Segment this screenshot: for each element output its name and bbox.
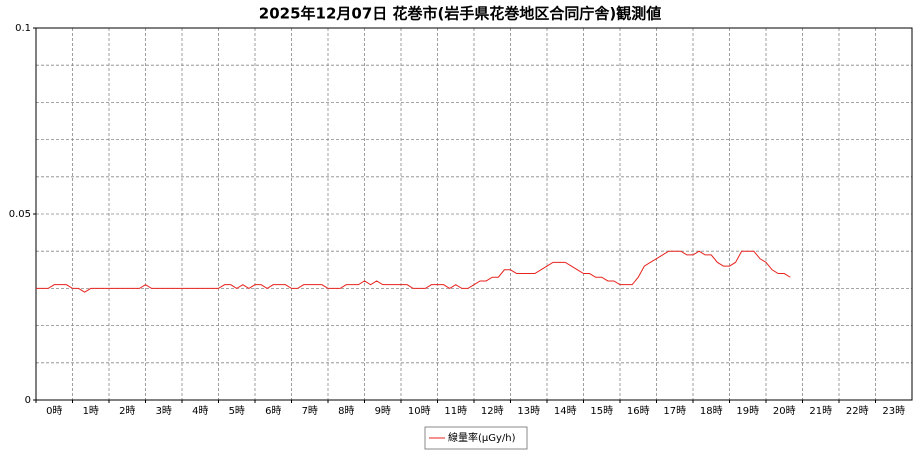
- x-tick-label: 14時: [554, 405, 577, 417]
- legend: 線量率(µGy/h): [424, 426, 528, 450]
- y-tick-label: 0.1: [15, 23, 31, 34]
- x-tick-label: 20時: [773, 405, 796, 417]
- x-tick-label: 12時: [481, 405, 504, 417]
- x-tick-label: 11時: [444, 405, 467, 417]
- chart-title: 2025年12月07日 花巻市(岩手県花巻地区合同庁舎)観測値: [259, 5, 661, 23]
- legend-box: [424, 426, 528, 450]
- x-tick-label: 18時: [700, 405, 723, 417]
- x-tick-label: 23時: [882, 405, 905, 417]
- x-tick-label: 21時: [809, 405, 832, 417]
- x-tick-label: 0時: [46, 405, 62, 417]
- x-tick-label: 22時: [846, 405, 869, 417]
- y-tick-label: 0: [25, 395, 31, 406]
- x-tick-label: 2時: [119, 405, 135, 417]
- x-tick-label: 4時: [192, 405, 208, 417]
- x-tick-label: 19時: [736, 405, 759, 417]
- x-tick-label: 3時: [156, 405, 172, 417]
- x-tick-label: 16時: [627, 405, 650, 417]
- x-tick-label: 7時: [302, 405, 318, 417]
- legend-label: 線量率(µGy/h): [448, 431, 516, 444]
- x-tick-label: 15時: [590, 405, 613, 417]
- x-tick-label: 9時: [375, 405, 391, 417]
- plot-border: [35, 27, 913, 401]
- x-tick-label: 13時: [517, 405, 540, 417]
- x-tick-label: 8時: [338, 405, 354, 417]
- x-tick-label: 10時: [408, 405, 431, 417]
- data-line: [36, 250, 791, 293]
- x-tick-label: 17時: [663, 405, 686, 417]
- x-tick-label: 6時: [265, 405, 281, 417]
- x-tick-label: 5時: [229, 405, 245, 417]
- x-tick-label: 1時: [83, 405, 99, 417]
- y-tick-label: 0.05: [9, 209, 31, 220]
